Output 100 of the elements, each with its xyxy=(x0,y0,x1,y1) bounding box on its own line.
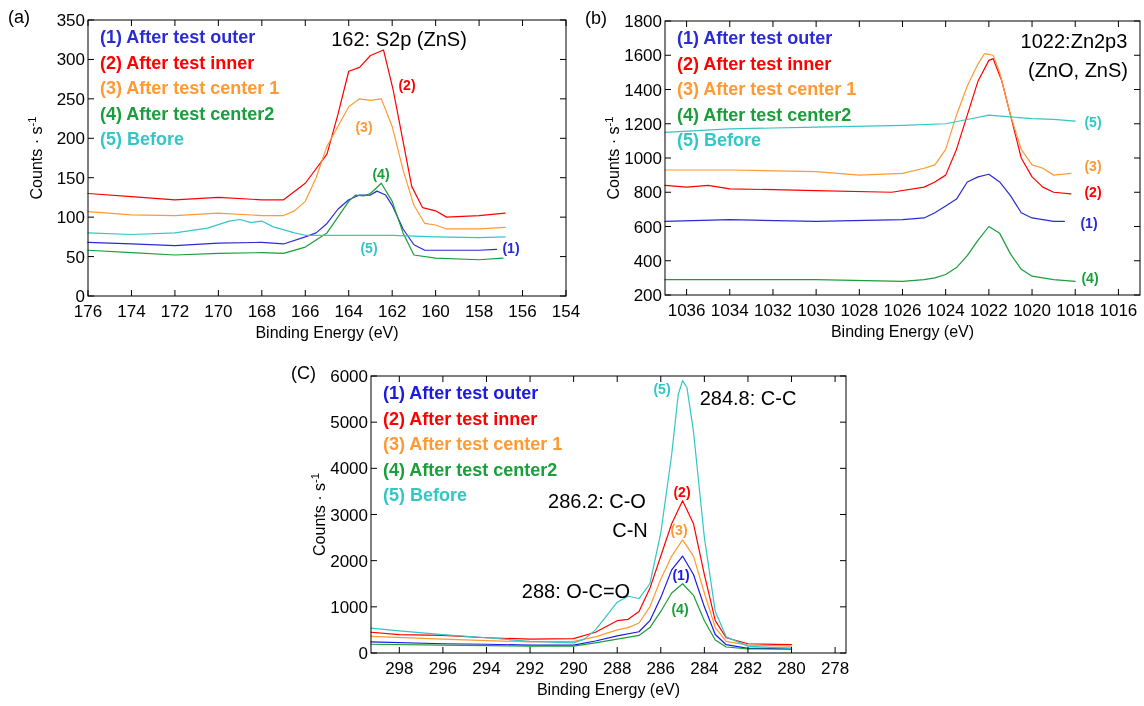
y-tick-label: 800 xyxy=(633,183,662,203)
x-tick-label: 290 xyxy=(559,659,588,678)
y-tick-label: 250 xyxy=(56,89,85,109)
x-axis-title: Binding Energy (eV) xyxy=(536,681,681,698)
x-tick-label: 160 xyxy=(421,302,450,321)
y-tick-label: 2000 xyxy=(330,551,368,571)
annotation: 286.2: C-O xyxy=(548,490,646,512)
chart-title: (b) xyxy=(585,8,607,28)
x-tick-label: 174 xyxy=(117,302,146,321)
text: (4) After test center2 xyxy=(677,104,852,125)
annotation: (3) xyxy=(1084,157,1102,174)
text: (5) Before xyxy=(383,485,468,505)
y-tick-label: 6000 xyxy=(330,367,368,386)
text: (2) After test inner xyxy=(383,408,538,429)
annotation: (4) xyxy=(671,600,689,617)
y-tick-label: 1000 xyxy=(624,149,662,168)
annotation: (5) xyxy=(360,239,378,256)
y-tick-label: 200 xyxy=(56,129,85,149)
annotation: 284.8: C-C xyxy=(699,387,797,409)
annotation: (2) xyxy=(673,483,691,500)
text: (3) After test center 1 xyxy=(383,434,563,454)
text: (1) After test outer xyxy=(677,28,833,48)
y-tick-label: 1400 xyxy=(624,80,662,100)
y-tick-label: 100 xyxy=(56,208,85,228)
x-tick-label: 1020 xyxy=(1013,301,1051,320)
line-series xyxy=(87,218,506,239)
x-tick-label: 1018 xyxy=(1056,301,1095,320)
y-tick-label: 5000 xyxy=(330,413,368,433)
line-series xyxy=(87,49,506,218)
x-tick-label: 288 xyxy=(603,659,632,678)
x-tick-label: 164 xyxy=(334,302,363,321)
y-tick-label: 0 xyxy=(358,644,368,663)
y-tick-label: 400 xyxy=(633,251,662,271)
annotation: 288: O-C=O xyxy=(521,580,631,602)
text: (2) After test inner xyxy=(100,52,255,73)
annotation: 1022:Zn2p3 xyxy=(1020,30,1128,52)
line-series xyxy=(370,583,793,650)
x-tick-label: 282 xyxy=(733,659,763,678)
y-tick-label: 150 xyxy=(56,168,85,188)
x-tick-label: 296 xyxy=(428,659,458,678)
x-tick-label: 1034 xyxy=(710,301,749,320)
text: (4) After test center2 xyxy=(383,459,558,480)
x-tick-label: 162 xyxy=(377,302,407,321)
x-tick-label: 1022 xyxy=(969,301,1008,320)
x-tick-label: 298 xyxy=(385,659,414,678)
text: (3) After test center 1 xyxy=(677,79,857,99)
x-tick-label: 286 xyxy=(646,659,675,678)
x-tick-label: 1028 xyxy=(840,301,879,320)
y-tick-label: 1000 xyxy=(330,597,368,617)
line-series xyxy=(664,225,1076,282)
y-tick-label: 300 xyxy=(56,50,85,70)
y-tick-label: 3000 xyxy=(330,505,368,525)
text: (2) After test inner xyxy=(677,53,832,74)
x-tick-label: 294 xyxy=(472,659,501,678)
x-tick-label: 166 xyxy=(291,302,320,321)
annotation: (ZnO, ZnS) xyxy=(1027,59,1129,81)
annotation: 162: S2p (ZnS) xyxy=(331,28,467,50)
y-tick-label: 4000 xyxy=(330,459,368,479)
text: (4) After test center2 xyxy=(100,103,275,124)
x-axis-title: Binding Energy (eV) xyxy=(255,324,399,341)
text: (5) Before xyxy=(100,129,185,149)
text: (1) After test outer xyxy=(383,383,539,403)
x-tick-label: 1030 xyxy=(797,301,836,320)
x-tick-label: 156 xyxy=(508,302,537,321)
annotation: (1) xyxy=(672,566,690,583)
x-tick-label: 158 xyxy=(464,302,494,321)
annotation: (3) xyxy=(355,118,373,135)
y-tick-label: 350 xyxy=(56,11,85,30)
x-tick-label: 168 xyxy=(247,302,277,321)
x-tick-label: 280 xyxy=(777,659,806,678)
x-tick-label: 292 xyxy=(515,659,545,678)
y-tick-label: 600 xyxy=(633,217,662,237)
y-tick-label: 1800 xyxy=(624,12,662,31)
annotation: (1) xyxy=(502,239,520,256)
y-tick-label: 1600 xyxy=(624,46,662,66)
x-tick-label: 278 xyxy=(820,659,850,678)
chart-title: (a) xyxy=(8,7,30,27)
line-series xyxy=(87,182,504,261)
annotation: (5) xyxy=(653,380,671,397)
line-series xyxy=(664,173,1066,222)
y-tick-label: 1200 xyxy=(624,114,662,134)
annotation: C-N xyxy=(612,519,648,541)
x-tick-label: 1026 xyxy=(883,301,922,320)
y-tick-label: 200 xyxy=(633,286,662,305)
x-tick-label: 170 xyxy=(204,302,233,321)
x-tick-label: 154 xyxy=(551,302,581,321)
x-axis-title: Binding Energy (eV) xyxy=(830,323,975,340)
text: (1) After test outer xyxy=(100,27,256,47)
annotation: (5) xyxy=(1084,113,1102,130)
line-series xyxy=(370,539,793,647)
y-tick-label: 50 xyxy=(66,247,85,267)
annotation: (4) xyxy=(372,165,390,182)
annotation: (2) xyxy=(1084,183,1102,200)
x-tick-label: 172 xyxy=(160,302,190,321)
x-tick-label: 284 xyxy=(690,659,719,678)
x-tick-label: 1036 xyxy=(667,301,706,320)
x-tick-label: 1024 xyxy=(926,301,965,320)
annotation: (2) xyxy=(398,76,416,93)
text: (3) After test center 1 xyxy=(100,78,280,98)
x-tick-label: 1032 xyxy=(754,301,792,320)
